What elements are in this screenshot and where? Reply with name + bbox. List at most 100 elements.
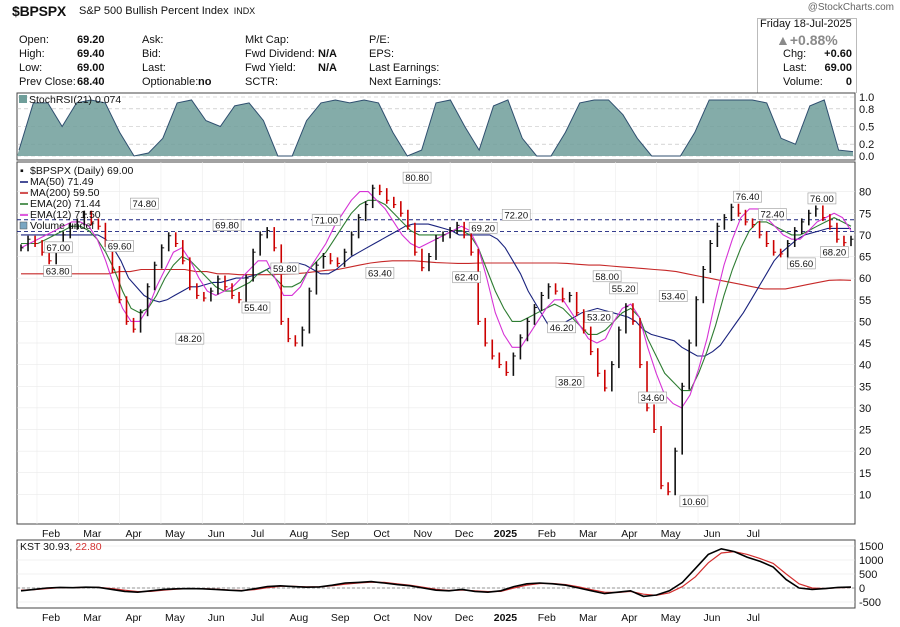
quote-box — [757, 18, 857, 93]
kst-tick-label: 500 — [859, 569, 877, 581]
annotation-box — [786, 257, 816, 270]
quote-date: Friday 18-Jul-2025 — [760, 18, 852, 30]
stoch-legend-swatch — [19, 95, 27, 103]
price-annotation: 55.40 — [241, 301, 271, 314]
stoch-tick-label: 0.8 — [859, 104, 874, 116]
quote_mid1-label-3: Optionable: — [142, 76, 199, 88]
x-axis-label: Mar — [83, 528, 102, 540]
ma200-line — [21, 260, 852, 290]
annotation-box — [43, 265, 72, 277]
price-legend-label: EMA(20) 71.44 — [30, 198, 101, 210]
annotation-box — [733, 190, 762, 203]
price-annotation: 80.80 — [402, 171, 432, 184]
kst-x-axis-label: May — [661, 612, 682, 624]
quote_mid3-label-2: Last Earnings: — [369, 62, 440, 74]
annotation-box — [44, 241, 73, 254]
annotation-label: 53.40 — [661, 292, 685, 303]
kst-x-axis-label: Mar — [83, 612, 102, 624]
stoch-title: StochRSI(21) 0.074 — [29, 94, 121, 106]
annotation-label: 53.20 — [587, 313, 611, 324]
price-annotation: 58.00 — [592, 270, 622, 283]
price-annotation: 38.20 — [555, 376, 585, 388]
annotation-box — [212, 219, 242, 232]
x-axis-label: Feb — [538, 528, 556, 540]
quote-right-value-2: 0 — [845, 76, 852, 88]
annotation-box — [592, 270, 622, 283]
change-percent: ▲+0.88% — [776, 32, 838, 48]
quote-right-value-0: +0.60 — [824, 48, 852, 60]
kst-tick-label: -500 — [859, 597, 881, 609]
annotation-box — [547, 321, 576, 334]
kst-title-signal: 22.80 — [75, 541, 101, 553]
kst-x-axis-label: Aug — [290, 612, 309, 624]
annotation-label: 68.20 — [822, 248, 846, 259]
price-annotation: 72.20 — [501, 209, 531, 221]
annotation-label: 55.20 — [612, 284, 636, 295]
quote_mid2-label-1: Fwd Dividend: — [245, 48, 315, 60]
price-annotation: 62.40 — [452, 271, 481, 284]
quote_left-label-1: High: — [19, 48, 45, 60]
annotation-box — [820, 246, 849, 258]
watermark: @StockCharts.com — [807, 2, 894, 13]
kst-x-axis-label: Dec — [455, 612, 474, 624]
quote_left-label-0: Open: — [19, 34, 49, 46]
annotation-label: 72.40 — [760, 209, 784, 220]
price-tick-label: 20 — [859, 446, 871, 458]
quote_mid1-label-2: Last: — [142, 62, 166, 74]
price-legend-label: MA(200) 59.50 — [30, 187, 100, 199]
price-legend-label: $BPSPX (Daily) 69.00 — [30, 165, 133, 177]
annotation-box — [501, 209, 531, 221]
price-annotation: 53.40 — [658, 290, 688, 303]
price-legend-swatch: ▪ — [20, 165, 24, 177]
annotation-box — [807, 192, 837, 205]
annotation-box — [130, 197, 159, 210]
price-tick-label: 15 — [859, 468, 871, 480]
annotation-box — [468, 222, 498, 234]
price-annotation: 76.00 — [807, 192, 837, 205]
x-axis-label: Apr — [125, 528, 142, 540]
kst-x-axis-label: Jul — [251, 612, 264, 624]
price-legend-label: EMA(12) 71.50 — [30, 209, 101, 221]
annotation-box — [658, 290, 688, 302]
kst-line — [20, 547, 852, 598]
price-tick-label: 50 — [859, 316, 871, 328]
kst-x-axis-label: Feb — [538, 612, 556, 624]
kst-x-axis-label: Mar — [579, 612, 598, 624]
kst-x-axis-label: May — [165, 612, 186, 624]
price-annotation: 72.40 — [758, 208, 787, 220]
price-tick-label: 25 — [859, 425, 871, 437]
stoch-tick-label: 0.5 — [859, 122, 874, 134]
annotation-box — [105, 240, 134, 252]
price-annotation: 76.40 — [733, 190, 762, 203]
quote_mid2-label-3: SCTR: — [245, 76, 278, 88]
x-axis-label: Oct — [373, 528, 389, 540]
annotation-label: 58.00 — [595, 272, 619, 283]
quote_left-value-2: 69.00 — [77, 62, 105, 74]
annotation-label: 63.80 — [46, 267, 70, 278]
annotation-box — [270, 262, 300, 275]
annotation-label: 69.20 — [471, 223, 495, 234]
x-axis-label: May — [661, 528, 682, 540]
annotation-label: 67.00 — [46, 243, 70, 254]
annotation-box — [638, 391, 667, 404]
quote_mid3-label-1: EPS: — [369, 48, 395, 60]
exchange-text: INDX — [233, 6, 256, 16]
x-axis-label: Sep — [331, 528, 350, 540]
price-annotation: 10.60 — [679, 495, 709, 508]
annotation-box — [175, 332, 205, 345]
x-axis-label: Apr — [621, 528, 638, 540]
price-legend-swatch — [19, 221, 28, 230]
annotation-box — [311, 214, 341, 226]
kst-tick-label: 1000 — [859, 555, 883, 567]
annotation-box — [758, 208, 787, 220]
x-axis-label: 2025 — [494, 528, 518, 540]
price-annotation: 55.20 — [609, 282, 638, 295]
quote_mid1-value-3: no — [198, 76, 212, 88]
kst-x-axis-label: Apr — [125, 612, 142, 624]
symbol-description: S&P 500 Bullish Percent Index INDX — [79, 5, 255, 17]
price-annotation: 68.20 — [820, 246, 849, 259]
x-axis-label: Mar — [579, 528, 598, 540]
quote_mid3-label-3: Next Earnings: — [369, 76, 442, 88]
annotation-box — [365, 267, 395, 279]
